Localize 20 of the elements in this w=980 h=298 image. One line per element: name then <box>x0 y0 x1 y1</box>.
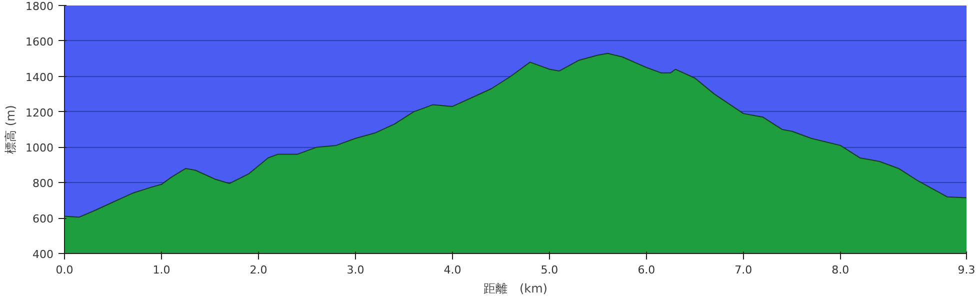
x-tick-label: 6.0 <box>638 264 656 276</box>
x-tick-label: 4.0 <box>444 264 462 276</box>
y-tick-label: 1600 <box>26 35 54 48</box>
x-tick-label: 1.0 <box>152 264 170 276</box>
x-tick-label: 5.0 <box>540 264 558 276</box>
y-tick-label: 400 <box>32 248 54 261</box>
x-tick-label: 2.0 <box>250 264 268 276</box>
y-tick-label: 600 <box>32 212 54 226</box>
y-tick-label: 1200 <box>26 106 54 120</box>
x-axis-title: 距離 (km) <box>484 282 548 296</box>
y-tick-label: 800 <box>32 177 54 190</box>
y-axis-title: 標高 (m) <box>4 105 18 154</box>
x-tick-label: 8.0 <box>832 264 850 276</box>
y-tick-label: 1400 <box>26 70 54 84</box>
y-tick-label: 1000 <box>26 142 54 155</box>
x-tick-label: 0.0 <box>56 264 74 276</box>
x-tick-label: 7.0 <box>734 264 752 276</box>
x-tick-label: 9.3 <box>958 264 976 276</box>
y-tick-label: 1800 <box>26 0 54 13</box>
x-tick-label: 3.0 <box>346 264 364 276</box>
